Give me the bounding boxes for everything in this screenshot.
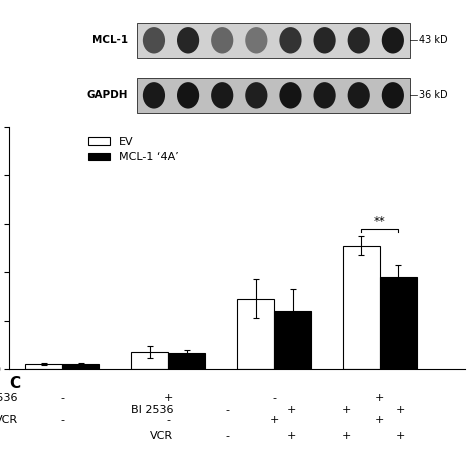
Ellipse shape [313,27,336,54]
Text: C: C [9,376,20,392]
Text: -: - [60,415,64,425]
Ellipse shape [177,27,199,54]
Text: +: + [164,393,173,403]
Text: +: + [287,405,296,415]
Text: GAPDH: GAPDH [86,91,128,100]
Text: +: + [342,405,351,415]
Bar [131,352,168,369]
Text: 36 kD: 36 kD [419,91,447,100]
Bar [168,353,205,369]
Text: BI 2536: BI 2536 [131,405,173,415]
Text: MCL-1: MCL-1 [91,35,128,46]
Text: 43 kD: 43 kD [419,35,447,46]
Ellipse shape [313,82,336,109]
Ellipse shape [143,82,165,109]
Bar [137,23,410,58]
Text: +: + [396,405,405,415]
Bar [63,364,100,369]
Text: +: + [375,415,384,425]
Ellipse shape [279,82,301,109]
Ellipse shape [143,27,165,54]
Text: -: - [166,415,170,425]
Ellipse shape [382,82,404,109]
Ellipse shape [347,82,370,109]
Text: +: + [375,393,384,403]
Text: **: ** [374,215,386,228]
Text: +: + [287,431,296,441]
Text: -: - [272,393,276,403]
Ellipse shape [382,27,404,54]
Text: VCR: VCR [150,431,173,441]
Text: -: - [60,393,64,403]
Bar [343,246,380,369]
Bar [137,78,410,113]
Text: BI 2536: BI 2536 [0,393,18,403]
Text: VCR: VCR [0,415,18,425]
Text: +: + [396,431,405,441]
Ellipse shape [177,82,199,109]
Bar [380,277,417,369]
Ellipse shape [211,82,233,109]
Text: +: + [269,415,279,425]
Ellipse shape [245,82,267,109]
Bar [274,311,311,369]
Bar [237,299,274,369]
Ellipse shape [211,27,233,54]
Text: +: + [342,431,351,441]
Bar [25,364,63,369]
Text: -: - [226,405,230,415]
Ellipse shape [245,27,267,54]
Legend: EV, MCL-1 ‘4A’: EV, MCL-1 ‘4A’ [83,132,183,167]
Text: -: - [226,431,230,441]
Ellipse shape [279,27,301,54]
Ellipse shape [347,27,370,54]
